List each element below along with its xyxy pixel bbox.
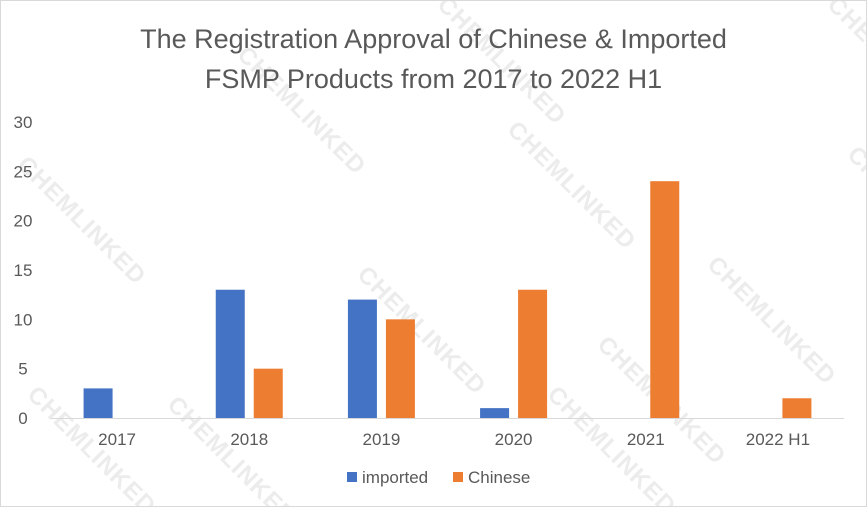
bar-imported-2020: [480, 408, 510, 418]
x-tick-label: 2020: [495, 430, 533, 449]
bar-imported-2019: [347, 299, 377, 418]
bar-chinese-2020: [518, 289, 548, 418]
chart-title-line-1: The Registration Approval of Chinese & I…: [140, 24, 727, 54]
x-tick-label: 2018: [230, 430, 268, 449]
legend-label-imported: imported: [362, 468, 428, 487]
bar-chinese-2021: [650, 181, 680, 418]
bar-imported-2017: [83, 388, 113, 418]
bar-imported-2018: [215, 289, 245, 418]
legend-label-chinese: Chinese: [468, 468, 530, 487]
y-tick-label: 30: [14, 113, 33, 132]
x-tick-label: 2021: [627, 430, 665, 449]
chart-title-line-2: FSMP Products from 2017 to 2022 H1: [204, 64, 663, 94]
x-tick-label: 2022 H1: [746, 430, 810, 449]
x-tick-label: 2019: [363, 430, 401, 449]
chart-title: The Registration Approval of Chinese & I…: [1, 19, 866, 99]
bar-chinese-2018: [253, 368, 283, 418]
y-tick-label: 15: [14, 261, 33, 280]
y-tick-label: 5: [18, 360, 27, 379]
y-tick-label: 20: [14, 212, 33, 231]
y-tick-label: 10: [14, 310, 33, 329]
bar-chinese-2022-h1: [782, 398, 812, 418]
bar-chinese-2019: [385, 319, 415, 418]
y-tick-label: 25: [14, 162, 33, 181]
x-tick-label: 2017: [98, 430, 136, 449]
legend-swatch-imported: [347, 472, 357, 482]
legend-swatch-chinese: [453, 472, 463, 482]
y-tick-label: 0: [18, 409, 27, 428]
